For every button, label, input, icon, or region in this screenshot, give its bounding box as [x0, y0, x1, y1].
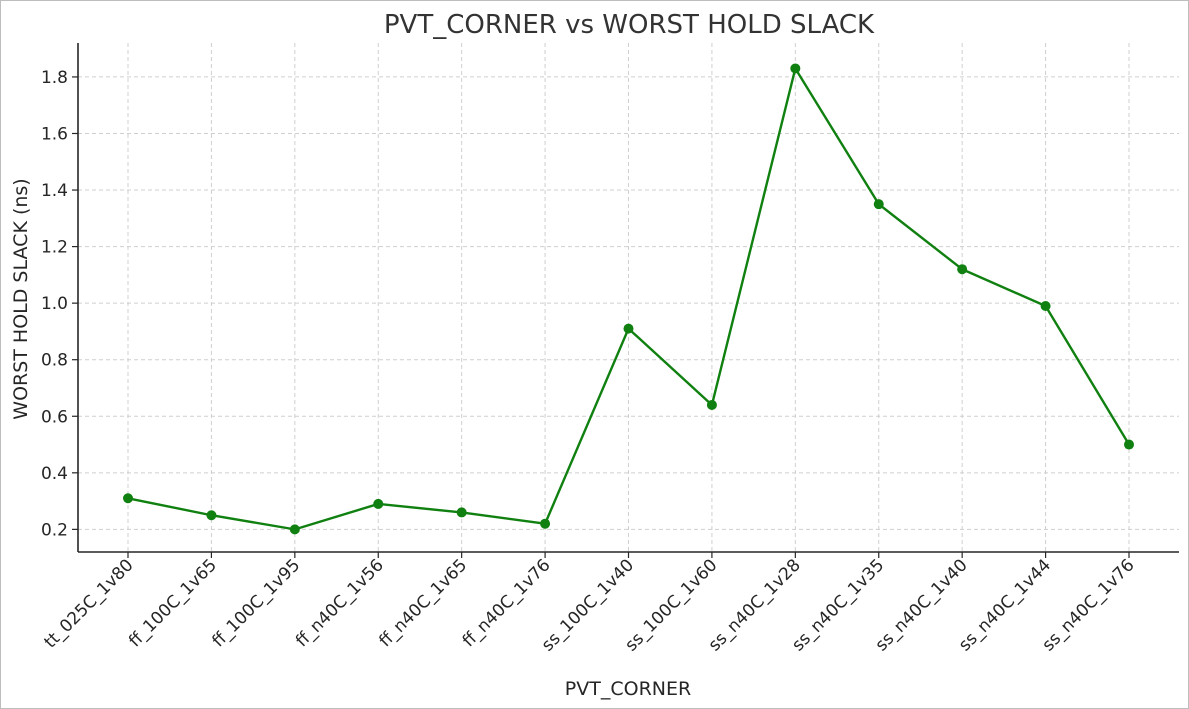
data-point: [873, 199, 884, 210]
data-point: [289, 524, 300, 535]
data-point: [206, 510, 217, 521]
data-point: [706, 399, 717, 410]
data-point: [1124, 439, 1134, 450]
y-axis-ticks: 0.2 0.4 0.6 0.8 1.0 1.2 1.4 1.6 1.8: [41, 68, 78, 540]
y-tick-label: 0.4: [41, 464, 68, 484]
data-point: [623, 323, 634, 334]
y-tick-label: 0.2: [41, 520, 68, 540]
x-tick-label: ff_n40C_1v56: [292, 555, 388, 651]
data-point: [957, 264, 968, 275]
y-tick-label: 1.2: [41, 238, 68, 258]
y-axis-label: WORST HOLD SLACK (ns): [10, 178, 32, 419]
chart-title: PVT_CORNER vs WORST HOLD SLACK: [384, 10, 875, 40]
x-tick-label: tt_025C_1v80: [41, 555, 138, 652]
data-point: [373, 498, 384, 509]
data-point: [123, 493, 133, 504]
series: [123, 63, 1134, 535]
y-tick-label: 1.8: [41, 68, 68, 88]
data-point: [790, 63, 801, 74]
x-tick-label: ff_100C_1v95: [209, 555, 305, 651]
x-tick-label: ff_n40C_1v65: [375, 555, 471, 651]
y-tick-label: 1.4: [41, 181, 68, 201]
data-point: [540, 518, 551, 529]
data-point: [1040, 300, 1051, 311]
y-tick-label: 0.6: [41, 407, 68, 427]
x-axis-ticks: tt_025C_1v80ff_100C_1v65ff_100C_1v95ff_n…: [41, 552, 1139, 655]
data-point: [456, 507, 467, 518]
x-axis-label: PVT_CORNER: [565, 678, 691, 700]
y-tick-label: 1.0: [41, 294, 68, 314]
grid: [78, 43, 1179, 552]
x-tick-label: ff_n40C_1v76: [459, 555, 555, 651]
y-tick-label: 1.6: [41, 124, 68, 144]
y-tick-label: 0.8: [41, 351, 68, 371]
x-tick-label: ff_100C_1v65: [125, 555, 221, 651]
